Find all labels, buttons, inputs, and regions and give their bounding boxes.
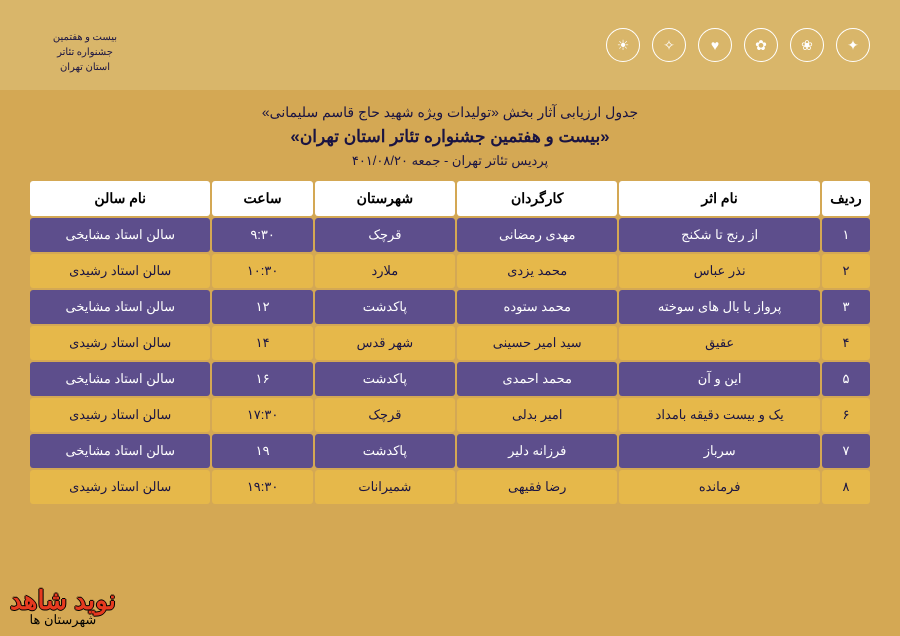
title-block: جدول ارزیابی آثار بخش «تولیدات ویژه شهید… bbox=[0, 90, 900, 179]
cell-city: قرچک bbox=[315, 218, 455, 252]
cell-name: فرمانده bbox=[619, 470, 819, 504]
cell-name: از رنج تا شکنج bbox=[619, 218, 819, 252]
festival-logo: بیست و هفتمین جشنواره تئاتر استان تهران bbox=[30, 10, 140, 80]
watermark-sub: شهرستان ها bbox=[30, 612, 97, 628]
sponsor-logo-icon: ✧ bbox=[652, 28, 686, 62]
table-row: ۶یک و بیست دقیقه بامدادامیر بدلیقرچک۱۷:۳… bbox=[30, 398, 870, 432]
cell-city: شهر قدس bbox=[315, 326, 455, 360]
cell-hall: سالن استاد رشیدی bbox=[30, 470, 210, 504]
cell-director: سید امیر حسینی bbox=[457, 326, 617, 360]
cell-hall: سالن استاد مشایخی bbox=[30, 218, 210, 252]
cell-hall: سالن استاد مشایخی bbox=[30, 362, 210, 396]
cell-director: محمد ستوده bbox=[457, 290, 617, 324]
schedule-table-wrap: ردیف نام اثر کارگردان شهرستان ساعت نام س… bbox=[0, 179, 900, 506]
table-row: ۴عقیقسید امیر حسینیشهر قدس۱۴سالن استاد ر… bbox=[30, 326, 870, 360]
cell-name: این و آن bbox=[619, 362, 819, 396]
cell-director: مهدی رمضانی bbox=[457, 218, 617, 252]
svg-text:بیست و هفتمین: بیست و هفتمین bbox=[53, 32, 117, 43]
cell-city: ملارد bbox=[315, 254, 455, 288]
cell-director: محمد احمدی bbox=[457, 362, 617, 396]
col-header-city: شهرستان bbox=[315, 181, 455, 216]
cell-city: پاکدشت bbox=[315, 290, 455, 324]
cell-idx: ۳ bbox=[822, 290, 870, 324]
col-header-index: ردیف bbox=[822, 181, 870, 216]
cell-director: محمد یزدی bbox=[457, 254, 617, 288]
col-header-hall: نام سالن bbox=[30, 181, 210, 216]
cell-idx: ۱ bbox=[822, 218, 870, 252]
table-row: ۵این و آنمحمد احمدیپاکدشت۱۶سالن استاد مش… bbox=[30, 362, 870, 396]
title-festival: «بیست و هفتمین جشنواره تئاتر استان تهران… bbox=[0, 127, 900, 147]
cell-time: ۹:۳۰ bbox=[212, 218, 312, 252]
cell-time: ۱۰:۳۰ bbox=[212, 254, 312, 288]
schedule-table: ردیف نام اثر کارگردان شهرستان ساعت نام س… bbox=[28, 179, 872, 506]
cell-time: ۱۶ bbox=[212, 362, 312, 396]
sponsor-logo-icon: ❀ bbox=[790, 28, 824, 62]
title-section: جدول ارزیابی آثار بخش «تولیدات ویژه شهید… bbox=[0, 104, 900, 121]
svg-text:استان تهران: استان تهران bbox=[60, 62, 110, 73]
col-header-director: کارگردان bbox=[457, 181, 617, 216]
cell-name: سرباز bbox=[619, 434, 819, 468]
sponsor-logo-icon: ♥ bbox=[698, 28, 732, 62]
table-row: ۲نذر عباسمحمد یزدیملارد۱۰:۳۰سالن استاد ر… bbox=[30, 254, 870, 288]
cell-hall: سالن استاد رشیدی bbox=[30, 254, 210, 288]
sponsor-logo-icon: ✦ bbox=[836, 28, 870, 62]
col-header-time: ساعت bbox=[212, 181, 312, 216]
cell-time: ۱۲ bbox=[212, 290, 312, 324]
table-header-row: ردیف نام اثر کارگردان شهرستان ساعت نام س… bbox=[30, 181, 870, 216]
page-root: ✦ ❀ ✿ ♥ ✧ ☀ بیست و هفتمین جشنواره تئاتر … bbox=[0, 0, 900, 636]
table-row: ۳پرواز با بال های سوختهمحمد ستودهپاکدشت۱… bbox=[30, 290, 870, 324]
cell-hall: سالن استاد رشیدی bbox=[30, 326, 210, 360]
svg-text:جشنواره تئاتر: جشنواره تئاتر bbox=[56, 47, 113, 58]
cell-hall: سالن استاد مشایخی bbox=[30, 434, 210, 468]
cell-idx: ۵ bbox=[822, 362, 870, 396]
cell-city: پاکدشت bbox=[315, 362, 455, 396]
cell-idx: ۲ bbox=[822, 254, 870, 288]
title-date-venue: پردیس تئاتر تهران - جمعه ۴۰۱/۰۸/۲۰ bbox=[0, 153, 900, 169]
cell-hall: سالن استاد مشایخی bbox=[30, 290, 210, 324]
cell-time: ۱۹ bbox=[212, 434, 312, 468]
table-body: ۱از رنج تا شکنجمهدی رمضانیقرچک۹:۳۰سالن ا… bbox=[30, 218, 870, 504]
cell-time: ۱۴ bbox=[212, 326, 312, 360]
table-row: ۱از رنج تا شکنجمهدی رمضانیقرچک۹:۳۰سالن ا… bbox=[30, 218, 870, 252]
cell-name: نذر عباس bbox=[619, 254, 819, 288]
cell-name: پرواز با بال های سوخته bbox=[619, 290, 819, 324]
table-row: ۷سربازفرزانه دلیرپاکدشت۱۹سالن استاد مشای… bbox=[30, 434, 870, 468]
cell-idx: ۴ bbox=[822, 326, 870, 360]
cell-director: فرزانه دلیر bbox=[457, 434, 617, 468]
sponsor-logos: ✦ ❀ ✿ ♥ ✧ ☀ bbox=[606, 28, 870, 62]
cell-city: قرچک bbox=[315, 398, 455, 432]
header-bar: ✦ ❀ ✿ ♥ ✧ ☀ بیست و هفتمین جشنواره تئاتر … bbox=[0, 0, 900, 90]
watermark: نوید شاهد شهرستان ها bbox=[10, 585, 116, 628]
sponsor-logo-icon: ✿ bbox=[744, 28, 778, 62]
cell-name: عقیق bbox=[619, 326, 819, 360]
cell-name: یک و بیست دقیقه بامداد bbox=[619, 398, 819, 432]
cell-city: شمیرانات bbox=[315, 470, 455, 504]
cell-time: ۱۷:۳۰ bbox=[212, 398, 312, 432]
cell-idx: ۷ bbox=[822, 434, 870, 468]
col-header-name: نام اثر bbox=[619, 181, 819, 216]
cell-idx: ۶ bbox=[822, 398, 870, 432]
sponsor-logo-icon: ☀ bbox=[606, 28, 640, 62]
cell-director: امیر بدلی bbox=[457, 398, 617, 432]
table-row: ۸فرماندهرضا فقیهیشمیرانات۱۹:۳۰سالن استاد… bbox=[30, 470, 870, 504]
cell-time: ۱۹:۳۰ bbox=[212, 470, 312, 504]
cell-city: پاکدشت bbox=[315, 434, 455, 468]
cell-idx: ۸ bbox=[822, 470, 870, 504]
cell-hall: سالن استاد رشیدی bbox=[30, 398, 210, 432]
cell-director: رضا فقیهی bbox=[457, 470, 617, 504]
